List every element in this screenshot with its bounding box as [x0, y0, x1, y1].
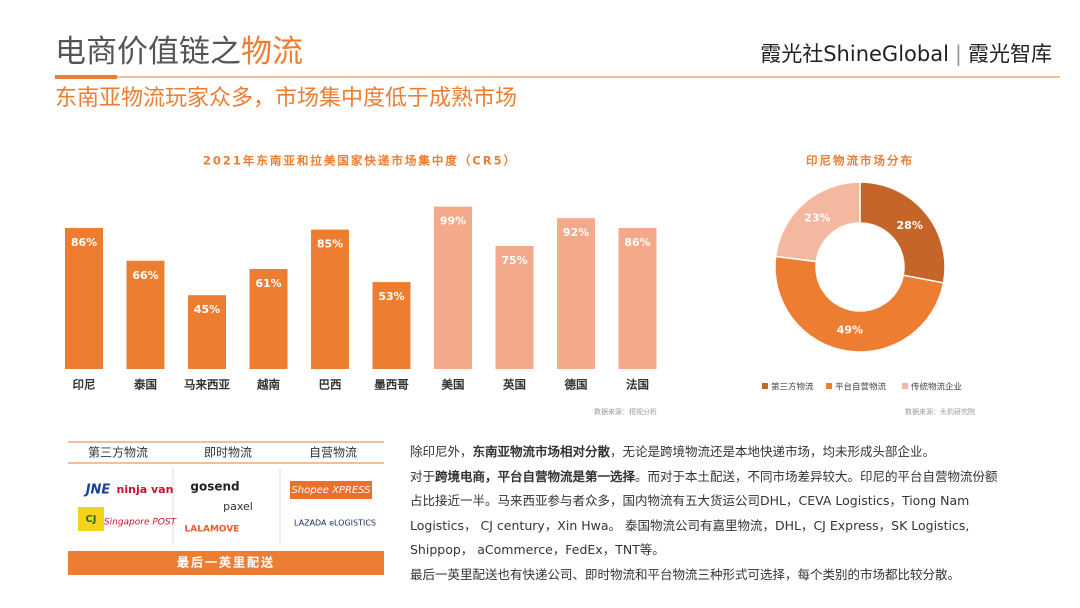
logo: CJ — [85, 514, 96, 525]
legend-label: 传统物流企业 — [911, 382, 962, 393]
logo-bg — [290, 481, 372, 499]
x-tick-label: 英国 — [502, 378, 526, 392]
bar — [557, 218, 595, 369]
logo-table: 第三方物流 即时物流 自营物流 JNE ninja van gosend pax… — [68, 441, 384, 575]
brand: 霞光社ShineGlobal | 霞光智库 — [760, 42, 1052, 67]
x-tick-label: 法国 — [626, 378, 649, 392]
x-tick-label: 墨西哥 — [374, 378, 409, 392]
brand-name-2: 霞光智库 — [968, 42, 1052, 66]
logo: paxel — [223, 500, 253, 513]
bar — [495, 246, 534, 369]
logo: JNE — [83, 483, 111, 498]
value-label: 45% — [194, 303, 220, 316]
paragraph: 除印尼外，东南亚物流市场相对分散，无论是跨境物流还是本地快递市场，均未形成头部企… — [410, 440, 1010, 465]
brand-name: 霞光社ShineGlobal — [760, 42, 949, 66]
body-text: 除印尼外，东南亚物流市场相对分散，无论是跨境物流还是本地快递市场，均未形成头部企… — [410, 440, 1010, 587]
text: 除印尼外， — [410, 444, 473, 459]
footer-label: 最后一英里配送 — [177, 555, 275, 570]
legend-swatch — [762, 383, 768, 389]
x-tick-label: 巴西 — [319, 378, 342, 392]
logo: LAZADA eLOGISTICS — [294, 519, 376, 528]
logo-bg — [78, 507, 104, 531]
bold-text: 东南亚物流市场相对分散 — [472, 444, 611, 459]
source: 数据来源：头豹研究院 — [905, 407, 975, 416]
value-label: 99% — [440, 215, 466, 228]
table-header: 第三方物流 — [88, 445, 148, 460]
text: 。而对于本土配送，不同市场差异较大。印尼的平台自营物流份额占比接近一半。马来西亚… — [410, 468, 998, 558]
bar — [434, 206, 472, 369]
paragraph: 对于跨境电商，平台自营物流是第一选择。而对于本土配送，不同市场差异较大。印尼的平… — [410, 465, 1010, 563]
value-label: 66% — [132, 269, 158, 282]
logo: ninja van — [117, 483, 174, 496]
source: 数据来源：桓视分析 — [594, 407, 657, 416]
title-prefix: 电商价值链之 — [55, 34, 241, 70]
donut-slice — [774, 255, 945, 353]
value-label: 75% — [501, 254, 527, 267]
table-header: 即时物流 — [204, 446, 252, 460]
subtitle: 东南亚物流玩家众多，市场集中度低于成熟市场 — [55, 86, 517, 111]
value-label: 28% — [897, 219, 923, 232]
value-label: 23% — [804, 212, 830, 225]
table-header: 自营物流 — [309, 446, 357, 460]
value-label: 61% — [255, 277, 281, 290]
value-label: 49% — [837, 324, 863, 337]
x-tick-label: 泰国 — [133, 378, 157, 392]
donut-slice — [859, 181, 946, 284]
x-tick-label: 印尼 — [73, 378, 96, 392]
rule-accent — [55, 75, 117, 79]
value-label: 85% — [317, 238, 343, 251]
x-tick-label: 越南 — [256, 378, 280, 392]
bold-text: 跨境电商，平台自营物流是第一选择 — [435, 468, 636, 484]
chart-title: 印尼物流市场分布 — [806, 154, 914, 168]
value-label: 86% — [71, 236, 97, 249]
value-label: 53% — [378, 290, 404, 303]
chart-title: 2021年东南亚和拉美国家快递市场集中度（CR5） — [203, 154, 517, 168]
logo: Shopee XPRESS — [291, 485, 371, 496]
legend-label: 平台自营物流 — [835, 382, 887, 393]
separator: | — [955, 42, 962, 67]
text: 最后一英里配送也有快递公司、即时物流和平台物流三种形式可选择，每个类别的市场都比… — [410, 566, 961, 582]
legend-swatch — [826, 383, 832, 389]
bar — [311, 229, 349, 369]
title: 电商价值链之物流 — [55, 34, 303, 70]
logo: gosend — [190, 480, 239, 494]
logo: Singapore POST — [104, 518, 178, 528]
text: ，无论是跨境物流还是本地快递市场，均未形成头部企业。 — [610, 444, 936, 459]
legend-label: 第三方物流 — [771, 382, 814, 393]
bar — [126, 260, 165, 369]
bar — [372, 282, 411, 369]
x-tick-label: 美国 — [442, 378, 465, 392]
footer-bar — [68, 551, 384, 575]
bar — [618, 227, 657, 369]
value-label: 92% — [563, 226, 589, 239]
bar — [188, 295, 226, 369]
legend-swatch — [902, 383, 908, 389]
x-tick-label: 马来西亚 — [184, 378, 230, 392]
donut-slice — [774, 181, 861, 263]
value-label: 86% — [624, 236, 650, 249]
bar — [65, 227, 103, 369]
bar — [249, 268, 288, 369]
logo: LALAMOVE — [185, 525, 240, 535]
text: 对于 — [410, 468, 436, 484]
title-highlight: 物流 — [241, 34, 303, 70]
x-tick-label: 德国 — [564, 378, 588, 392]
paragraph: 最后一英里配送也有快递公司、即时物流和平台物流三种形式可选择，每个类别的市场都比… — [410, 563, 1010, 588]
